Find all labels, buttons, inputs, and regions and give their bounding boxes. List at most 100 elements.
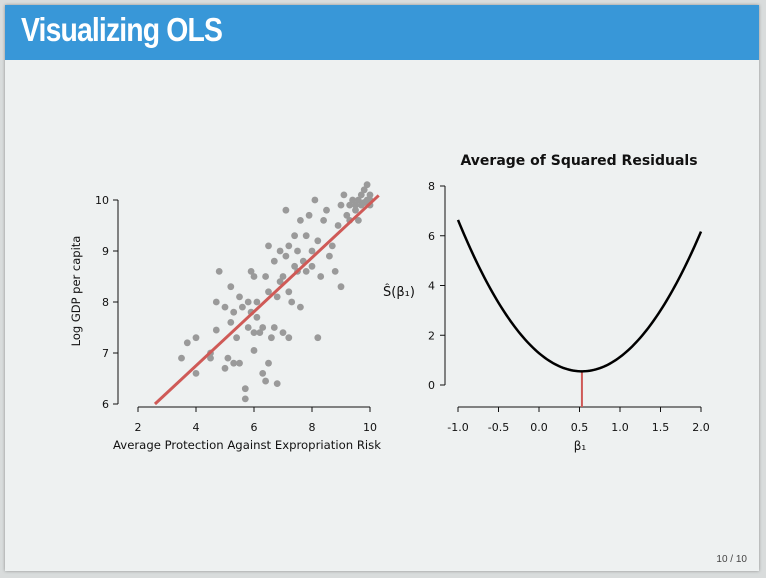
data-point	[317, 273, 325, 280]
y-axis-label: Ŝ(β₁)	[383, 284, 415, 300]
data-point	[276, 278, 284, 285]
data-point	[352, 206, 359, 214]
data-point	[250, 329, 258, 336]
data-point	[244, 324, 252, 331]
data-point	[276, 247, 284, 255]
data-point	[265, 242, 272, 250]
data-point	[268, 334, 275, 342]
data-point	[323, 206, 330, 214]
data-point	[253, 313, 261, 321]
data-point	[239, 303, 246, 311]
data-point	[363, 181, 371, 189]
data-point	[230, 359, 238, 367]
data-point	[320, 217, 327, 224]
data-point	[247, 268, 255, 275]
scatter-chart: 6 7 8 9 10 2 4 6 8 10 Average Protection Against E…	[69, 181, 381, 452]
data-point	[291, 262, 298, 270]
title-bar: Visualizing OLS	[5, 5, 759, 60]
data-point	[334, 222, 342, 229]
data-point	[192, 370, 200, 377]
data-point	[241, 385, 249, 393]
data-point	[340, 191, 348, 199]
x-tick-label: 1.5	[652, 421, 670, 434]
data-point	[221, 364, 229, 372]
x-tick-label: -0.5	[488, 421, 509, 434]
data-point	[355, 217, 362, 224]
data-point	[253, 298, 261, 306]
x-tick-label: 6	[251, 421, 258, 434]
page-indicator: 10 / 10	[716, 554, 747, 565]
data-point	[259, 370, 267, 377]
data-point	[227, 283, 235, 291]
x-tick-label: -1.0	[447, 421, 468, 434]
data-point	[308, 247, 316, 255]
data-point	[352, 201, 359, 209]
data-point	[294, 247, 301, 255]
data-point	[302, 232, 310, 240]
data-point	[282, 252, 290, 260]
x-axis-label: β₁	[574, 439, 587, 453]
data-point	[236, 359, 243, 367]
data-point	[256, 329, 264, 336]
data-point	[314, 334, 322, 342]
data-point	[183, 339, 191, 347]
data-point	[227, 319, 235, 326]
data-point	[331, 268, 339, 275]
data-point	[308, 262, 316, 270]
fit-line	[153, 194, 380, 406]
chart-title: Average of Squared Residuals	[460, 153, 697, 169]
data-point	[297, 303, 304, 311]
y-tick-label: 4	[428, 280, 435, 293]
data-point	[285, 288, 293, 296]
data-point	[262, 377, 269, 385]
data-point	[285, 334, 293, 342]
data-point	[279, 273, 287, 280]
data-point	[236, 293, 243, 301]
y-tick-label: 2	[428, 329, 435, 342]
data-point	[230, 308, 238, 316]
x-tick-label: 0.0	[530, 421, 548, 434]
x-tick-label: 4	[193, 421, 200, 434]
x-tick-label: 2.0	[692, 421, 710, 434]
data-point	[262, 273, 269, 280]
data-point	[305, 211, 313, 219]
data-point	[346, 201, 354, 209]
data-point	[233, 334, 241, 342]
y-tick-label: 10	[95, 194, 109, 207]
data-point	[221, 303, 229, 311]
data-point	[279, 329, 287, 336]
data-point	[192, 334, 200, 342]
x-tick-label: 0.5	[571, 421, 589, 434]
ssr-curve	[456, 219, 703, 373]
data-point	[311, 196, 319, 204]
data-point	[224, 354, 232, 362]
y-tick-label: 9	[102, 245, 109, 258]
x-axis-label: Average Protection Against Expropriation…	[113, 438, 381, 452]
x-tick-label: 8	[309, 421, 316, 434]
data-point	[273, 380, 281, 387]
data-point	[273, 293, 281, 301]
x-tick-label: 10	[363, 421, 377, 434]
data-point	[343, 211, 351, 219]
data-point	[297, 217, 304, 224]
data-point	[282, 206, 290, 214]
data-point	[349, 196, 356, 204]
y-tick-label: 6	[102, 398, 109, 411]
data-point	[288, 298, 296, 306]
data-point	[212, 298, 220, 306]
data-point	[212, 326, 220, 334]
data-point	[326, 252, 333, 260]
y-tick-label: 8	[102, 296, 109, 309]
data-point	[178, 354, 185, 362]
data-point	[357, 191, 365, 199]
y-tick-label: 6	[428, 230, 435, 243]
x-tick-label: 1.0	[611, 421, 629, 434]
data-point	[207, 354, 214, 362]
y-tick-label: 0	[428, 379, 435, 392]
data-point	[328, 242, 336, 250]
slide-title: Visualizing OLS	[21, 11, 223, 48]
residuals-chart: Average of Squared Residuals 0 2 4 6 8 -1.0 -0.…	[383, 153, 710, 453]
data-point	[265, 359, 272, 367]
data-point	[337, 283, 345, 291]
data-point	[244, 298, 252, 306]
